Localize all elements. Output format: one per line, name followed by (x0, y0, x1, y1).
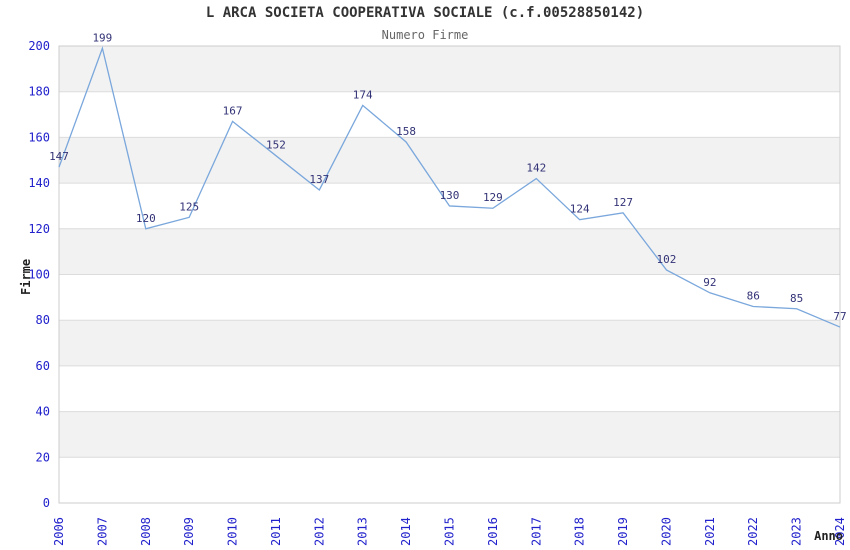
x-tick-label: 2020 (659, 517, 673, 546)
y-tick-label: 200 (28, 39, 50, 53)
data-point-labels: 147 199 120 125 167 152 137 174 158 130 129 142 124 1… (49, 31, 847, 323)
y-tick-label: 180 (28, 85, 50, 99)
data-point-label: 92 (703, 276, 716, 289)
data-point-label: 127 (613, 196, 633, 209)
x-tick-label: 2022 (746, 517, 760, 546)
plot-band (59, 137, 840, 184)
x-tick-label: 2006 (52, 517, 66, 546)
data-point-label: 137 (309, 173, 329, 186)
plot-band (59, 411, 840, 458)
plot-band (59, 274, 840, 321)
data-line (58, 46, 841, 328)
chart-subtitle: Numero Firme (381, 28, 469, 42)
y-tick-label: 160 (28, 130, 50, 144)
y-tick-label: 20 (36, 450, 50, 464)
plot-band (59, 457, 840, 503)
x-tick-label: 2019 (616, 517, 630, 546)
plot-band (59, 365, 840, 412)
data-point-label: 142 (526, 162, 546, 175)
x-tick-label: 2013 (356, 517, 370, 546)
plot-border (58, 45, 841, 504)
x-tick-label: 2018 (573, 517, 587, 546)
x-tick-label: 2024 (833, 517, 847, 546)
data-point-label: 167 (223, 104, 243, 117)
x-tick-label: 2015 (443, 517, 457, 546)
y-tick-label: 40 (36, 405, 50, 419)
chart-title: L ARCA SOCIETA COOPERATIVA SOCIALE (c.f.… (205, 5, 645, 21)
y-tick-label: 60 (36, 359, 50, 373)
plot-band (59, 46, 840, 92)
x-axis-ticks: 2006 2007 2008 2009 2010 2011 2012 2013 2014 2015… (52, 517, 847, 546)
plot-bands (59, 46, 840, 503)
data-point-label: 199 (92, 31, 112, 44)
x-tick-label: 2014 (399, 517, 413, 546)
data-point-label: 86 (747, 289, 760, 302)
y-axis-ticks: 0 20 40 60 80 100 120 140 160 180 200 (28, 39, 50, 510)
y-tick-label: 0 (43, 496, 50, 510)
grid-lines (59, 91, 840, 458)
x-tick-label: 2010 (226, 517, 240, 546)
y-tick-label: 140 (28, 176, 50, 190)
y-axis-label: Firme (19, 259, 33, 295)
data-point-label: 152 (266, 139, 286, 152)
x-tick-label: 2007 (95, 517, 109, 546)
y-tick-label: 120 (28, 222, 50, 236)
data-point-label: 120 (136, 212, 156, 225)
x-tick-label: 2016 (486, 517, 500, 546)
data-point-label: 147 (49, 150, 69, 163)
x-tick-label: 2023 (790, 517, 804, 546)
x-tick-label: 2011 (269, 517, 283, 546)
y-tick-label: 100 (28, 268, 50, 282)
data-point-label: 125 (179, 200, 199, 213)
x-tick-label: 2021 (703, 517, 717, 546)
data-point-label: 129 (483, 191, 503, 204)
plot-band (59, 228, 840, 275)
x-axis-label: Anno (814, 529, 843, 543)
plot-band (59, 320, 840, 366)
x-tick-label: 2017 (529, 517, 543, 546)
data-point-label: 77 (833, 310, 846, 323)
y-tick-label: 80 (36, 313, 50, 327)
plot-band (59, 91, 840, 138)
data-point-label: 124 (570, 203, 590, 216)
data-point-label: 174 (353, 88, 373, 101)
data-point-label: 158 (396, 125, 416, 138)
x-tick-label: 2009 (182, 517, 196, 546)
data-point-label: 102 (657, 253, 677, 266)
data-point-label: 85 (790, 292, 803, 305)
x-tick-label: 2008 (139, 517, 153, 546)
data-point-label: 130 (440, 189, 460, 202)
x-tick-label: 2012 (312, 517, 326, 546)
